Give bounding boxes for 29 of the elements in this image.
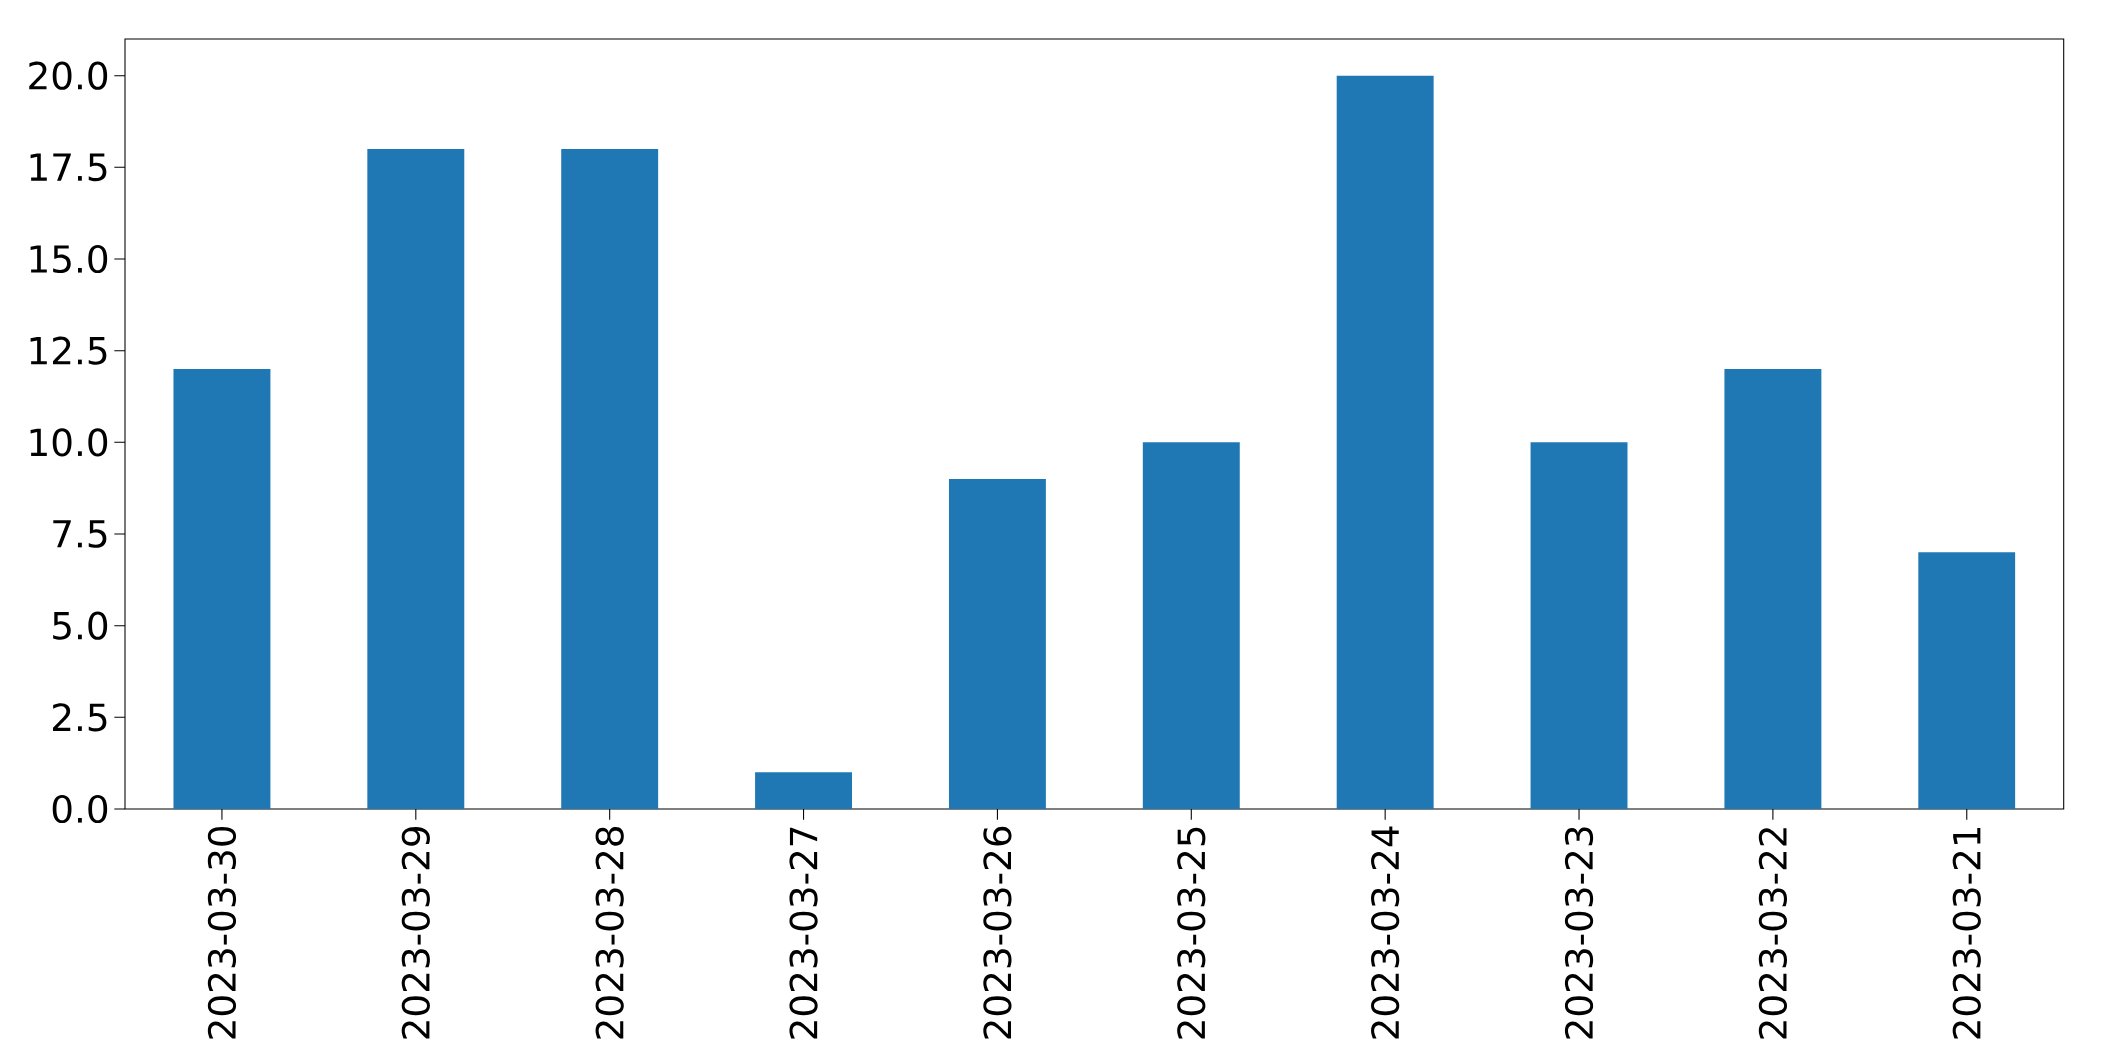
y-tick-label: 15.0: [30, 244, 108, 274]
y-tick-label: 7.5: [53, 520, 107, 548]
bar: [561, 148, 659, 809]
bar: [1724, 369, 1822, 809]
y-tick-label: 10.0: [30, 428, 108, 457]
x-tick-label: 2023-03-25: [1177, 827, 1206, 1039]
y-tick-label: 20.0: [29, 61, 108, 90]
bar: [367, 148, 465, 809]
x-tick-label: 2023-03-27: [789, 827, 818, 1039]
x-tick-label: 2023-03-22: [1758, 828, 1788, 1039]
x-tick-label: 2023-03-28: [595, 826, 624, 1039]
bar: [1336, 75, 1434, 809]
y-tick-label: 12.5: [30, 336, 107, 365]
y-tick-label: 17.5: [30, 153, 107, 182]
x-tick-label: 2023-03-26: [983, 826, 1012, 1039]
bar: [1918, 552, 2016, 809]
y-tick-label: 2.5: [53, 703, 107, 732]
x-tick-label: 2023-03-24: [1371, 826, 1400, 1039]
bar: [948, 479, 1046, 809]
bar: [1530, 442, 1628, 809]
x-tick-label: 2023-03-23: [1564, 827, 1594, 1039]
x-tick-label: 2023-03-29: [401, 827, 430, 1039]
bar: [755, 772, 853, 809]
bar: [1142, 442, 1240, 809]
x-tick-label: 2023-03-30: [207, 826, 237, 1039]
x-tick-label: 2023-03-21: [1952, 827, 1981, 1039]
y-tick-label: 5.0: [53, 611, 108, 640]
y-tick-label: 0.0: [52, 794, 108, 824]
bar: [173, 369, 271, 809]
